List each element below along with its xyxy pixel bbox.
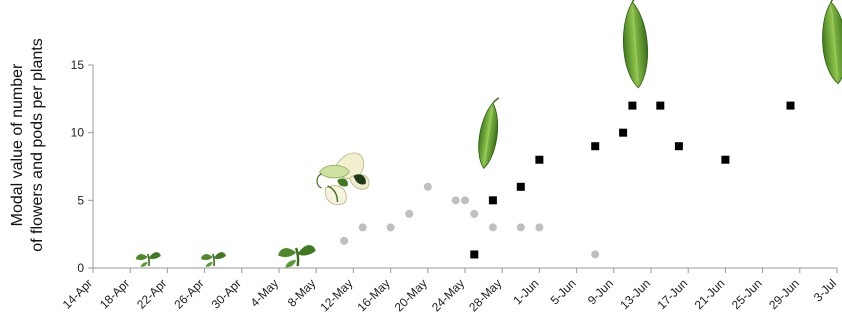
x-tick-label: 8-May [285, 276, 318, 309]
y-axis-label: Modal value of number of flowers and pod… [9, 38, 46, 251]
data-point-square [488, 196, 497, 205]
data-point-square [628, 101, 637, 110]
x-tick-label: 4-May [248, 276, 281, 309]
pea-flower-icon [316, 152, 370, 205]
x-tick-label: 29-Jun [766, 276, 802, 312]
data-point-circle [340, 236, 349, 245]
data-point-square [535, 155, 544, 164]
pea-pod-icon [822, 0, 842, 85]
data-point-circle [358, 223, 367, 232]
x-tick-label: 1-Jun [510, 276, 541, 307]
data-point-circle [535, 223, 544, 232]
data-point-square [516, 182, 525, 191]
x-tick-label: 26-Apr [171, 276, 206, 311]
x-tick-label: 28-May [466, 276, 504, 314]
data-point-circle [591, 250, 600, 259]
data-point-circle [461, 196, 469, 205]
data-point-circle [488, 223, 497, 232]
pea-pod-icon [478, 97, 500, 169]
y-tick-label: 5 [77, 193, 84, 207]
data-point-circle [405, 209, 414, 218]
x-tick-label: 17-Jun [654, 276, 690, 312]
x-tick-label: 5-Jun [548, 276, 579, 307]
pea-pod-icon [623, 0, 648, 89]
data-point-circle [516, 223, 525, 232]
y-tick-label: 15 [71, 58, 85, 72]
y-tick-label: 0 [77, 261, 84, 275]
data-point-circle [386, 223, 395, 232]
x-tick-label: 16-May [355, 276, 393, 314]
data-point-square [656, 101, 665, 110]
data-point-circle [470, 209, 479, 218]
data-point-square [786, 101, 795, 110]
x-tick-label: 13-Jun [617, 276, 653, 312]
x-tick-label: 3-Jul [811, 276, 839, 304]
seedling-icon [278, 245, 316, 268]
data-point-square [674, 142, 683, 151]
x-tick-label: 30-Apr [209, 276, 244, 311]
y-axis-label-line-2: of flowers and pods per plants [29, 38, 46, 251]
data-point-square [619, 128, 628, 137]
data-point-square [470, 250, 479, 259]
data-point-circle [451, 196, 460, 205]
x-tick-label: 22-Apr [134, 276, 169, 311]
data-point-square [591, 142, 600, 151]
x-tick-label: 12-May [317, 276, 355, 314]
seedling-icon [135, 252, 161, 267]
x-tick-label: 20-May [392, 276, 430, 314]
x-tick-label: 25-Jun [729, 276, 765, 312]
axes: 0 5 10 15 14-Apr 18-Apr 22-Apr 26-Apr 30-Apr 4-M… [60, 58, 839, 314]
x-tick-label: 21-Jun [692, 276, 728, 312]
data-point-circle [423, 182, 432, 191]
x-tick-label: 18-Apr [97, 276, 132, 311]
seedling-icon [200, 252, 226, 267]
x-tick-label: 9-Jun [585, 276, 616, 307]
x-tick-label: 24-May [429, 276, 467, 314]
data-point-square [721, 155, 730, 164]
y-tick-label: 10 [71, 126, 85, 140]
x-tick-label: 14-Apr [60, 276, 95, 311]
illustrations [135, 0, 842, 268]
data-points [340, 101, 795, 259]
y-axis-label-line-1: Modal value of number [9, 63, 26, 226]
